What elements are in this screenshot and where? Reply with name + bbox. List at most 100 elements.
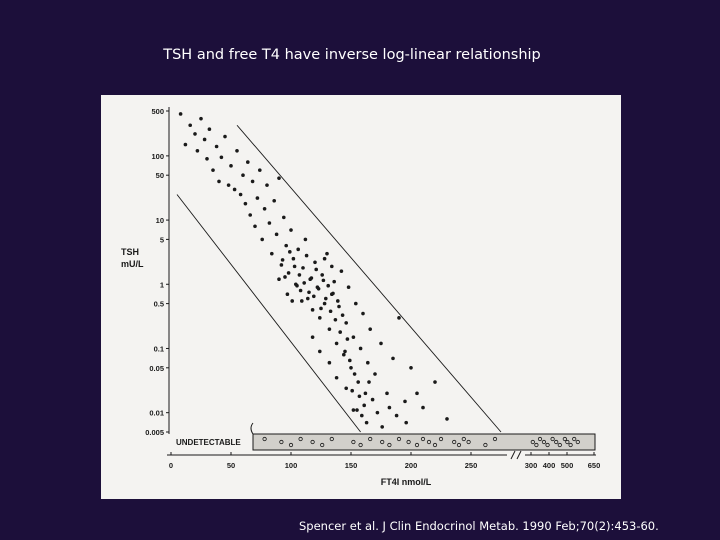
undetectable-point <box>534 442 539 448</box>
data-point <box>183 142 188 147</box>
data-point <box>246 160 250 164</box>
data-point <box>346 285 351 290</box>
data-point <box>340 313 345 317</box>
undetectable-point <box>575 439 580 445</box>
undetectable-point <box>568 442 573 448</box>
data-point <box>295 283 299 288</box>
data-point <box>284 243 288 248</box>
data-point <box>366 360 370 365</box>
data-point <box>298 288 303 293</box>
data-point <box>333 317 338 322</box>
data-point <box>178 112 183 116</box>
data-point <box>314 267 318 272</box>
data-point <box>286 271 291 275</box>
data-point <box>318 316 322 320</box>
undetectable-point <box>320 442 325 448</box>
data-point <box>361 311 365 316</box>
undetectable-label: UNDETECTABLE <box>176 438 241 447</box>
figure-panel: 500 100 50 10 5 1 0.5 0.1 0.05 0.01 0.005 0 50 100 150… <box>101 95 621 499</box>
undetectable-point <box>572 436 577 442</box>
data-point <box>322 256 327 261</box>
data-point <box>334 375 339 380</box>
reference-lines <box>176 124 502 433</box>
data-point <box>205 157 209 161</box>
data-point <box>292 264 297 269</box>
x-axis-label: FT4I nmol/L <box>381 477 432 487</box>
data-point <box>280 258 285 262</box>
data-point <box>202 137 207 142</box>
data-point <box>255 196 260 200</box>
data-point <box>339 269 344 273</box>
undetectable-point <box>483 442 488 448</box>
x-tick-label: 200 <box>405 461 418 470</box>
data-point <box>310 335 315 339</box>
data-point <box>262 206 267 211</box>
data-point <box>343 349 347 354</box>
data-point <box>360 413 364 418</box>
data-point <box>345 337 350 341</box>
y-tick-label: 100 <box>151 152 164 161</box>
undetectable-band <box>250 422 596 451</box>
data-point <box>306 296 310 301</box>
data-point <box>330 264 334 269</box>
data-point <box>272 198 276 203</box>
data-point <box>368 327 373 331</box>
data-point <box>409 366 413 370</box>
data-point <box>211 168 215 172</box>
data-point <box>445 417 449 421</box>
data-point <box>334 341 339 346</box>
undetectable-point <box>530 439 535 445</box>
y-tick-label: 0.05 <box>149 364 164 373</box>
undetectable-point <box>537 436 543 442</box>
data-point <box>320 273 324 277</box>
data-point <box>363 391 368 396</box>
undetectable-point <box>414 442 420 448</box>
data-point <box>300 299 304 303</box>
x-tick-label: 500 <box>561 461 574 470</box>
reference-line-upper <box>236 124 502 433</box>
data-point <box>342 352 346 357</box>
data-point <box>319 306 323 311</box>
data-point <box>241 173 245 177</box>
data-point <box>219 155 224 160</box>
data-point <box>415 391 419 396</box>
data-point <box>238 192 243 197</box>
undetectable-point <box>351 439 356 445</box>
undetectable-point <box>541 439 547 445</box>
data-point <box>309 276 314 280</box>
data-point <box>318 349 322 354</box>
data-point <box>337 304 341 309</box>
y-tick-label: 50 <box>156 171 164 180</box>
data-point <box>358 346 363 351</box>
data-point <box>301 266 305 270</box>
undetectable-point <box>461 436 466 442</box>
undetectable-point <box>262 436 267 442</box>
data-point <box>282 215 286 220</box>
undetectable-point <box>380 439 385 445</box>
x-tick-label: 50 <box>227 461 235 470</box>
data-point <box>324 296 328 301</box>
axis-break-mark <box>510 450 516 460</box>
data-point <box>291 256 296 261</box>
undetectable-point <box>545 442 550 448</box>
data-point <box>357 394 362 399</box>
data-point <box>248 213 252 217</box>
axes: 500 100 50 10 5 1 0.5 0.1 0.05 0.01 0.005 0 50 100 150… <box>145 107 600 470</box>
axis-break-mark <box>516 450 522 460</box>
data-point <box>421 405 425 410</box>
y-axis-label: TSH <box>121 247 139 257</box>
data-point <box>387 405 392 410</box>
data-point <box>321 278 326 283</box>
data-point <box>354 301 358 306</box>
data-point <box>296 247 300 252</box>
data-point <box>214 144 219 149</box>
data-point <box>391 356 395 361</box>
data-point <box>277 277 281 281</box>
y-tick-label: 0.005 <box>145 428 164 437</box>
data-point <box>356 380 360 384</box>
x-tick-label: 0 <box>169 461 173 470</box>
undetectable-bracket <box>250 422 254 435</box>
data-point <box>260 237 264 242</box>
data-point <box>344 386 348 391</box>
data-point <box>385 391 389 396</box>
